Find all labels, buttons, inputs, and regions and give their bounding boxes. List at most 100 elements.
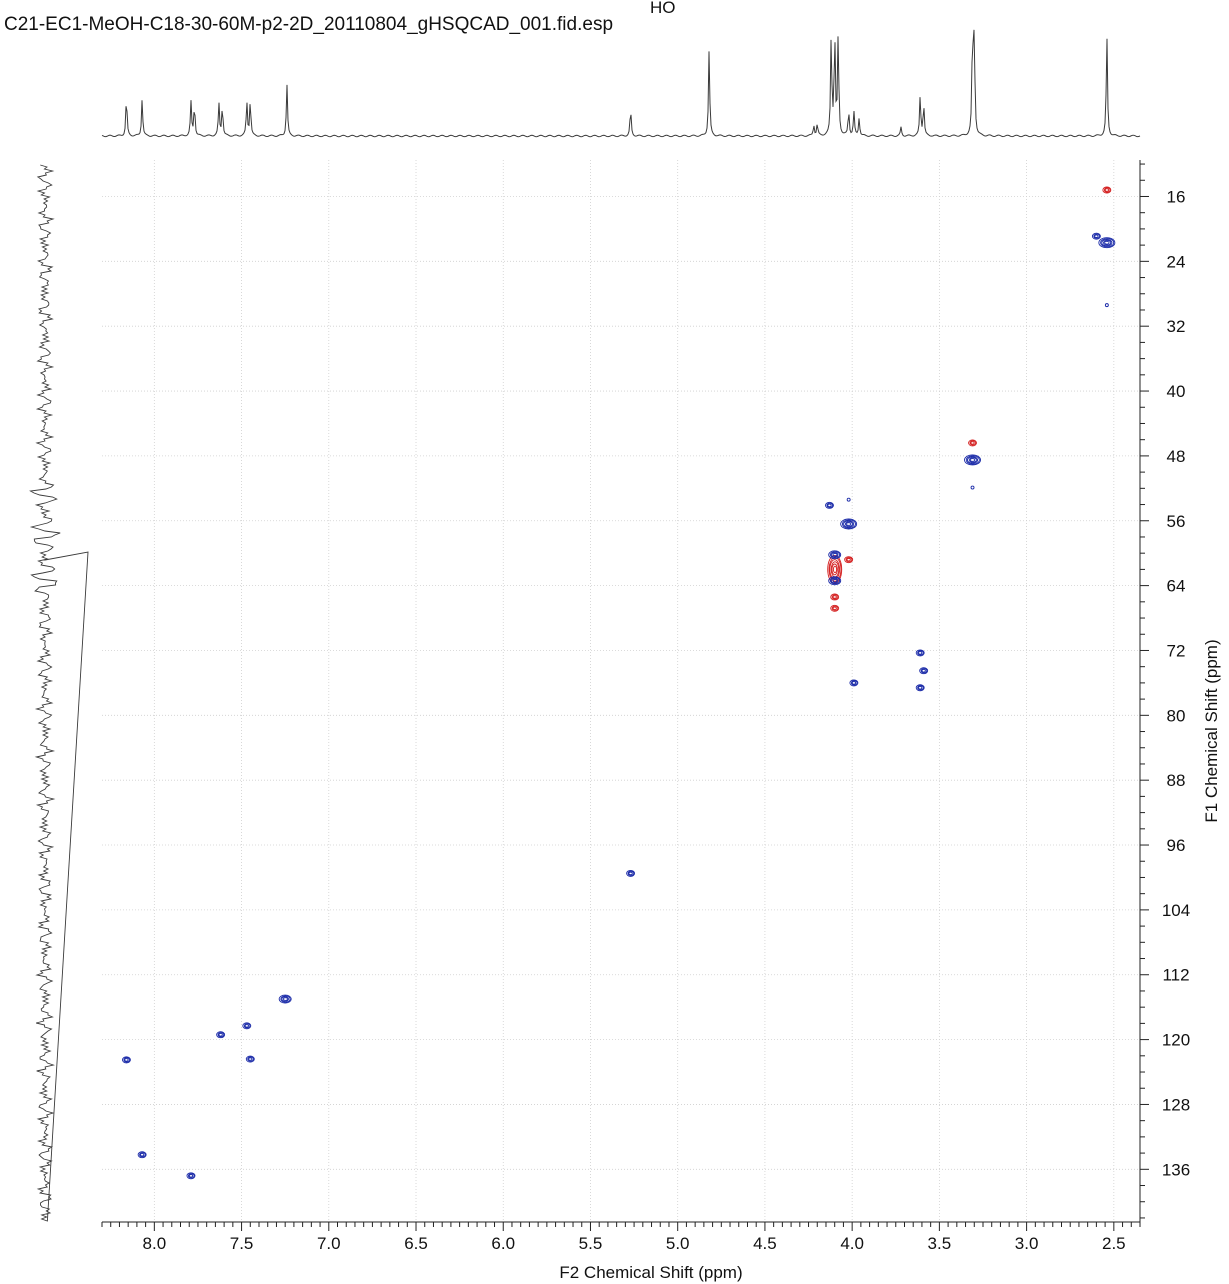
contour-peak <box>840 518 858 530</box>
contour-ring <box>830 552 839 558</box>
contour-ring <box>1098 237 1116 249</box>
contour-ring <box>244 1024 249 1028</box>
x-tick-label: 3.0 <box>1015 1234 1039 1253</box>
contour-ring <box>840 518 858 530</box>
x-tick-label: 5.0 <box>666 1234 690 1253</box>
y-tick-label: 104 <box>1162 901 1190 920</box>
x-tick-label: 3.5 <box>928 1234 952 1253</box>
contour-peak <box>846 497 851 502</box>
contour-ring <box>188 1174 194 1178</box>
x-tick-label: 7.5 <box>230 1234 254 1253</box>
contour-ring <box>278 994 292 1004</box>
contour-ring <box>831 563 838 576</box>
contour-peak <box>919 667 929 675</box>
contour-ring <box>918 686 923 690</box>
contour-ring <box>846 557 851 562</box>
contour-ring <box>831 594 839 600</box>
contour-ring <box>919 667 929 675</box>
y-tick-label: 72 <box>1167 641 1186 660</box>
contour-ring <box>124 1058 129 1062</box>
y-tick-label: 112 <box>1162 966 1189 985</box>
y-tick-label: 120 <box>1162 1031 1190 1050</box>
contour-ring <box>964 454 981 466</box>
contour-ring <box>1100 238 1115 248</box>
contour-ring <box>969 440 977 446</box>
contour-ring <box>832 595 837 599</box>
grid-lines <box>102 160 1140 1222</box>
contour-ring <box>1104 240 1110 245</box>
contour-ring <box>966 456 979 464</box>
contour-ring <box>828 576 842 586</box>
y-tick-label: 88 <box>1167 771 1186 790</box>
contour-peak <box>137 1151 147 1159</box>
contour-peak <box>915 649 925 657</box>
contour-ring <box>280 995 291 1003</box>
contour-ring <box>846 522 852 526</box>
contour-peak <box>915 684 925 692</box>
contour-peak <box>964 454 981 466</box>
contour-ring <box>832 606 837 611</box>
contour-ring <box>1091 232 1101 240</box>
contour-ring <box>830 604 840 612</box>
y-axis-title: F1 Chemical Shift (ppm) <box>1202 639 1221 822</box>
contour-ring <box>627 870 635 876</box>
contour-ring <box>1104 303 1109 308</box>
contour-peak <box>849 679 859 687</box>
y-tick-label: 136 <box>1162 1160 1190 1179</box>
contour-ring <box>917 650 924 656</box>
contour-ring <box>970 441 975 445</box>
contour-peak <box>1098 237 1116 249</box>
y-tick-label: 16 <box>1167 187 1186 206</box>
y-tick-label: 80 <box>1167 706 1186 725</box>
x-tick-label: 8.0 <box>143 1234 167 1253</box>
x-tick-label: 6.0 <box>491 1234 515 1253</box>
f1-projection-spectrum <box>29 164 89 1222</box>
contour-ring <box>139 1152 145 1157</box>
contour-ring <box>844 521 854 527</box>
x-tick-label: 5.5 <box>579 1234 603 1253</box>
contour-ring <box>915 649 925 657</box>
contour-ring <box>829 577 841 585</box>
contour-peak <box>278 994 292 1004</box>
contour-ring <box>243 1023 251 1029</box>
contour-ring <box>187 1173 195 1179</box>
contour-ring <box>832 578 838 583</box>
contour-ring <box>186 1172 196 1180</box>
y-tick-label: 56 <box>1167 512 1186 531</box>
contour-ring <box>137 1151 147 1159</box>
contour-peak <box>1104 303 1109 308</box>
contour-ring <box>920 668 928 674</box>
contour-ring <box>283 997 288 1001</box>
contour-ring <box>1093 233 1100 239</box>
contour-ring <box>825 501 834 509</box>
contour-ring <box>841 519 856 529</box>
contour-peak <box>830 593 840 601</box>
contour-peaks <box>121 186 1116 1180</box>
contour-ring <box>830 593 840 601</box>
contour-ring <box>968 439 977 447</box>
contour-ring <box>247 1056 254 1062</box>
contour-peak <box>216 1031 226 1039</box>
contour-ring <box>970 485 975 490</box>
contour-ring <box>1104 188 1110 192</box>
contour-ring <box>242 1022 252 1030</box>
contour-peak <box>242 1022 252 1030</box>
contour-ring <box>845 557 853 563</box>
y-tick-label: 32 <box>1167 317 1186 336</box>
contour-ring <box>831 605 839 611</box>
contour-ring <box>844 556 854 564</box>
contour-ring <box>248 1057 253 1061</box>
contour-ring <box>849 679 859 687</box>
x-tick-label: 7.0 <box>317 1234 341 1253</box>
contour-ring <box>843 520 855 528</box>
contour-peak <box>830 604 840 612</box>
contour-ring <box>123 1057 131 1063</box>
contour-ring <box>917 685 924 691</box>
y-tick-label: 64 <box>1167 577 1186 596</box>
x-tick-label: 4.0 <box>840 1234 864 1253</box>
x-tick-label: 2.5 <box>1102 1234 1126 1253</box>
f2-projection-spectrum <box>101 29 1141 138</box>
file-title: C21-EC1-MeOH-C18-30-60M-p2-2D_20110804_g… <box>4 14 614 35</box>
contour-ring <box>830 578 839 584</box>
contour-ring <box>1101 239 1113 247</box>
